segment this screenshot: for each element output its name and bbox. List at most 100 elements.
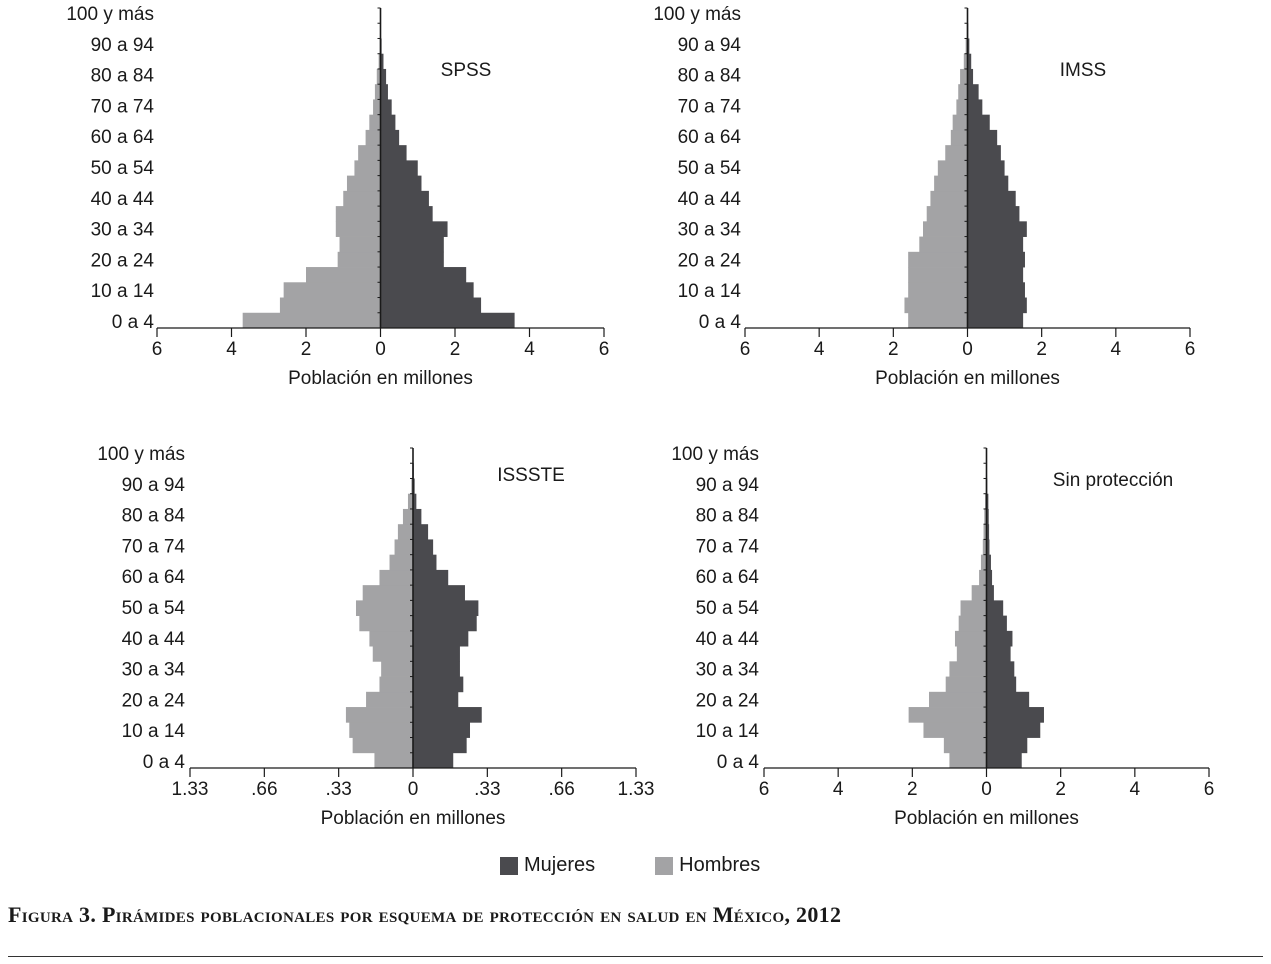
bar-hombres-70 a 74 xyxy=(373,99,381,116)
bar-mujeres-20 a 24 xyxy=(380,251,444,268)
bar-mujeres-45 a 49 xyxy=(380,175,422,192)
bar-mujeres-60 a 64 xyxy=(986,569,993,586)
bar-hombres-45 a 49 xyxy=(359,615,413,632)
x-tick-label: 2 xyxy=(888,339,899,360)
bar-hombres-65 a 69 xyxy=(389,554,413,571)
age-label: 30 a 34 xyxy=(122,660,186,681)
bar-hombres-60 a 64 xyxy=(950,129,968,146)
bar-mujeres-80 a 84 xyxy=(413,508,422,525)
bar-mujeres-90 a 94 xyxy=(413,478,415,495)
legend-item-hombres: Hombres xyxy=(655,854,760,877)
x-tick-label: 0 xyxy=(962,339,973,360)
bar-hombres-55 a 59 xyxy=(362,585,413,601)
bar-mujeres-45 a 49 xyxy=(986,615,1007,632)
bar-hombres-90 a 94 xyxy=(411,478,413,495)
bar-mujeres-75 a 79 xyxy=(413,524,429,540)
age-label: 80 a 84 xyxy=(91,66,155,87)
bar-hombres-5 a 9 xyxy=(279,297,381,314)
x-axis-title: Población en millones xyxy=(894,808,1079,829)
bar-hombres-5 a 9 xyxy=(352,737,413,754)
age-label: 100 y más xyxy=(66,4,154,25)
x-tick-label: 4 xyxy=(524,339,535,360)
bar-hombres-85 a 89 xyxy=(407,493,413,510)
age-label: 60 a 64 xyxy=(678,127,742,148)
bar-mujeres-30 a 34 xyxy=(413,661,460,677)
x-tick-label: 6 xyxy=(759,779,770,800)
pyramid-panel-2: 1.33 .66 .33 0 .33 .66 1.33 100 y más 90 a 94 80 … xyxy=(97,444,654,829)
age-label: 10 a 14 xyxy=(678,281,742,302)
x-tick-label: .33 xyxy=(325,779,351,800)
age-label: 90 a 94 xyxy=(678,35,742,56)
bar-mujeres-55 a 59 xyxy=(986,585,994,601)
bar-mujeres-20 a 24 xyxy=(986,691,1030,708)
bar-mujeres-20 a 24 xyxy=(967,251,1025,268)
age-label: 20 a 24 xyxy=(122,690,186,711)
age-label: 40 a 44 xyxy=(122,629,186,650)
bar-hombres-10 a 14 xyxy=(908,282,968,298)
bar-mujeres-55 a 59 xyxy=(967,145,1001,161)
x-axis-title: Población en millones xyxy=(321,808,506,829)
x-tick-label: .66 xyxy=(251,779,277,800)
legend-label-hombres: Hombres xyxy=(679,854,761,876)
bar-mujeres-10 a 14 xyxy=(986,722,1041,738)
bar-mujeres-75 a 79 xyxy=(380,84,388,100)
bar-hombres-35 a 39 xyxy=(372,646,413,662)
age-label: 70 a 74 xyxy=(678,96,742,117)
x-tick-label: 0 xyxy=(408,779,419,800)
bar-mujeres-35 a 39 xyxy=(413,646,460,662)
bar-hombres-25 a 29 xyxy=(339,236,381,253)
bar-mujeres-15 a 19 xyxy=(967,267,1024,283)
age-label: 50 a 54 xyxy=(91,158,155,179)
bar-hombres-25 a 29 xyxy=(945,676,987,693)
x-tick-label: 6 xyxy=(740,339,751,360)
age-label: 20 a 24 xyxy=(696,690,760,711)
bar-mujeres-75 a 79 xyxy=(967,84,979,100)
bar-mujeres-10 a 14 xyxy=(967,282,1025,298)
bar-hombres-90 a 94 xyxy=(965,38,968,55)
bar-hombres-0 a 4 xyxy=(949,752,987,769)
bar-mujeres-25 a 29 xyxy=(413,676,464,693)
bar-hombres-20 a 24 xyxy=(366,691,413,708)
bottom-rule xyxy=(8,956,1263,957)
bar-hombres-45 a 49 xyxy=(934,175,968,192)
x-tick-label: 4 xyxy=(226,339,237,360)
bar-mujeres-60 a 64 xyxy=(380,129,400,146)
x-tick-label: 6 xyxy=(1204,779,1215,800)
bar-mujeres-85 a 89 xyxy=(413,493,417,510)
bar-hombres-70 a 74 xyxy=(394,539,413,556)
bar-mujeres-35 a 39 xyxy=(986,646,1011,662)
bar-hombres-15 a 19 xyxy=(908,707,987,723)
age-label: 100 y más xyxy=(671,444,759,465)
age-label: 90 a 94 xyxy=(122,475,186,496)
bar-mujeres-35 a 39 xyxy=(380,206,433,222)
panel-title: IMSS xyxy=(1060,60,1106,81)
bar-hombres-35 a 39 xyxy=(926,206,968,222)
x-tick-label: 6 xyxy=(152,339,163,360)
x-tick-label: 1.33 xyxy=(618,779,655,800)
bar-hombres-10 a 14 xyxy=(283,282,381,298)
x-tick-label: 4 xyxy=(814,339,825,360)
x-tick-label: 4 xyxy=(1130,779,1141,800)
age-label: 0 a 4 xyxy=(112,312,155,333)
x-tick-label: 4 xyxy=(833,779,844,800)
bar-mujeres-75 a 79 xyxy=(986,524,990,540)
age-label: 0 a 4 xyxy=(717,752,760,773)
bar-hombres-15 a 19 xyxy=(345,707,413,723)
age-label: 50 a 54 xyxy=(122,598,186,619)
panel-title: Sin protección xyxy=(1053,470,1173,491)
legend-swatch-hombres xyxy=(655,856,674,875)
age-label: 60 a 64 xyxy=(696,567,760,588)
bar-hombres-75 a 79 xyxy=(983,524,987,540)
bar-hombres-85 a 89 xyxy=(378,53,381,70)
bar-mujeres-70 a 74 xyxy=(413,539,434,556)
bar-mujeres-65 a 69 xyxy=(380,114,396,131)
bar-mujeres-50 a 54 xyxy=(380,160,418,177)
bar-hombres-40 a 44 xyxy=(954,630,987,647)
bar-hombres-80 a 84 xyxy=(402,508,413,525)
bar-hombres-10 a 14 xyxy=(349,722,413,738)
bar-hombres-10 a 14 xyxy=(923,722,987,738)
bar-mujeres-5 a 9 xyxy=(413,737,467,754)
bar-mujeres-30 a 34 xyxy=(967,221,1027,237)
bar-hombres-25 a 29 xyxy=(379,676,413,693)
bar-mujeres-20 a 24 xyxy=(413,691,459,708)
